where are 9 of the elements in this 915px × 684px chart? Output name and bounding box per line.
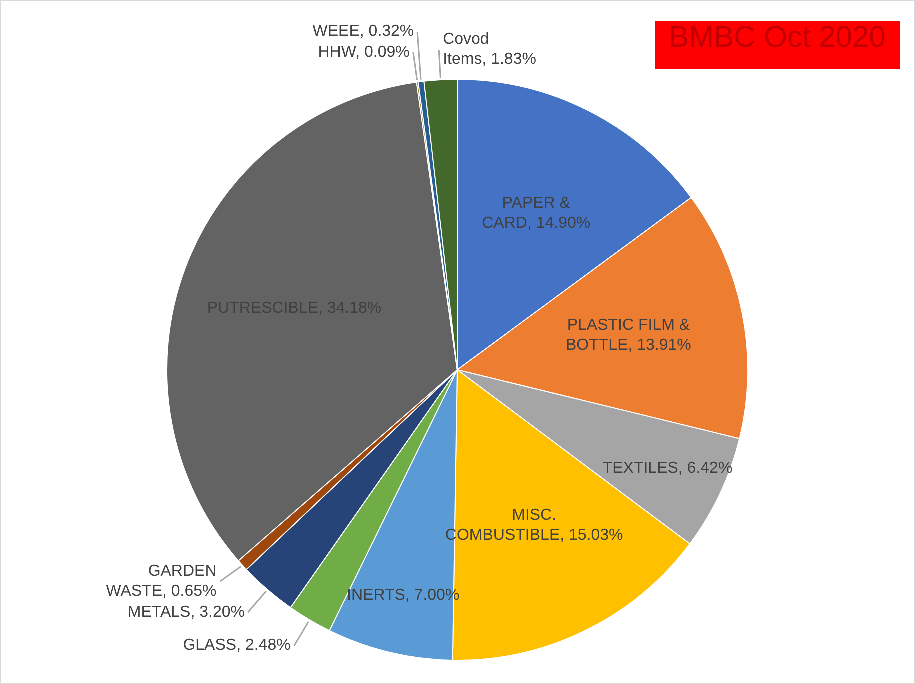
slice-label: WEEE, 0.32% <box>312 22 414 42</box>
chart-title: BMBC Oct 2020 <box>655 21 900 69</box>
slice-label: METALS, 3.20% <box>126 602 245 623</box>
slice-label: PLASTIC FILM & BOTTLE, 13.91% <box>565 316 692 356</box>
slice-label: Covod Items, 1.83% <box>443 30 538 70</box>
slice-label: GARDEN WASTE, 0.65% <box>105 562 217 602</box>
slice-label: PAPER & CARD, 14.90% <box>481 194 592 234</box>
slice-label: GLASS, 2.48% <box>182 636 291 656</box>
slice-label: HHW, 0.09% <box>317 42 410 63</box>
